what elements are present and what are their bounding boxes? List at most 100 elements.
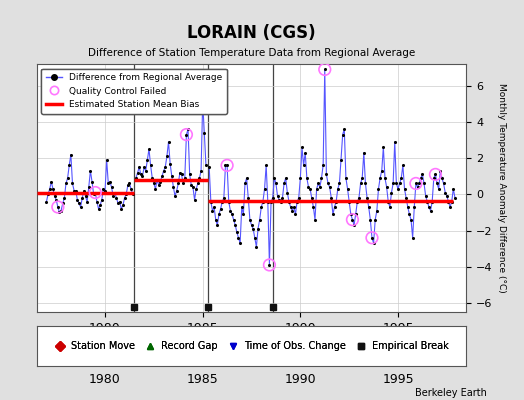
Point [206,198,215,205]
Text: 1985: 1985 [187,373,219,386]
Point [275,196,283,203]
Point [312,186,321,192]
Point [244,195,253,201]
Point [172,188,181,194]
Point [241,180,249,187]
Point [161,164,169,170]
Point [223,162,231,168]
Point [366,216,375,223]
Point [78,195,86,201]
Point [379,144,388,150]
Point [280,180,288,187]
Point [363,195,372,201]
Point [150,180,158,187]
Point [285,198,293,205]
Point [431,171,440,178]
Legend: Difference from Regional Average, Quality Control Failed, Estimated Station Mean: Difference from Regional Average, Qualit… [41,68,227,114]
Point [278,195,287,201]
Point [168,173,176,180]
Point [412,180,420,187]
Point [447,198,456,205]
Point [423,198,431,205]
Point [318,175,326,181]
Point [135,164,144,170]
Point [264,198,272,205]
Point [158,173,166,180]
Point [283,189,291,196]
Point [137,171,145,178]
Point [356,180,365,187]
Point [301,150,310,156]
Point [417,175,425,181]
Point [145,146,153,152]
Point [337,157,345,163]
Point [205,164,213,170]
Point [321,66,329,73]
Point [153,177,161,183]
Point [427,208,435,214]
Point [165,139,173,145]
Point [306,186,314,192]
Point [397,175,406,181]
Point [392,180,400,187]
Point [387,189,396,196]
Point [128,191,137,198]
Point [418,171,427,178]
Point [446,204,454,210]
Point [348,216,357,223]
Point [199,99,207,105]
Point [122,191,130,198]
Point [189,184,197,190]
Point [412,180,420,187]
Point [97,196,106,203]
Point [140,164,148,170]
Point [52,196,60,203]
Point [374,186,383,192]
Point [230,216,238,223]
Point [259,198,267,205]
Point [321,66,329,73]
Point [155,182,163,188]
Point [225,198,233,205]
Point [384,198,392,205]
Point [90,191,98,198]
Point [220,195,228,201]
Point [438,175,446,181]
Point [72,188,80,194]
Point [332,198,341,205]
Point [171,193,179,199]
Point [233,229,241,236]
Point [377,168,386,174]
Point [365,204,373,210]
Point [405,211,413,218]
Point [436,168,444,174]
Point [314,180,322,187]
Point [73,196,82,203]
Point [65,162,73,168]
Point [86,168,94,174]
Point [400,186,409,192]
Point [325,184,334,190]
Point [425,204,433,210]
Point [185,171,194,178]
Point [420,180,428,187]
Point [213,222,222,228]
Point [373,208,381,214]
Point [49,186,57,192]
Point [440,180,448,187]
Point [63,175,72,181]
Point [88,178,96,185]
Point [262,162,270,168]
Point [260,186,269,192]
Point [212,216,220,223]
Point [132,175,140,181]
Point [60,195,69,201]
Point [127,186,135,192]
Point [444,198,453,205]
Point [125,180,134,187]
Point [111,189,119,196]
Point [402,195,410,201]
Point [195,175,204,181]
Point [369,240,378,246]
Point [103,157,111,163]
